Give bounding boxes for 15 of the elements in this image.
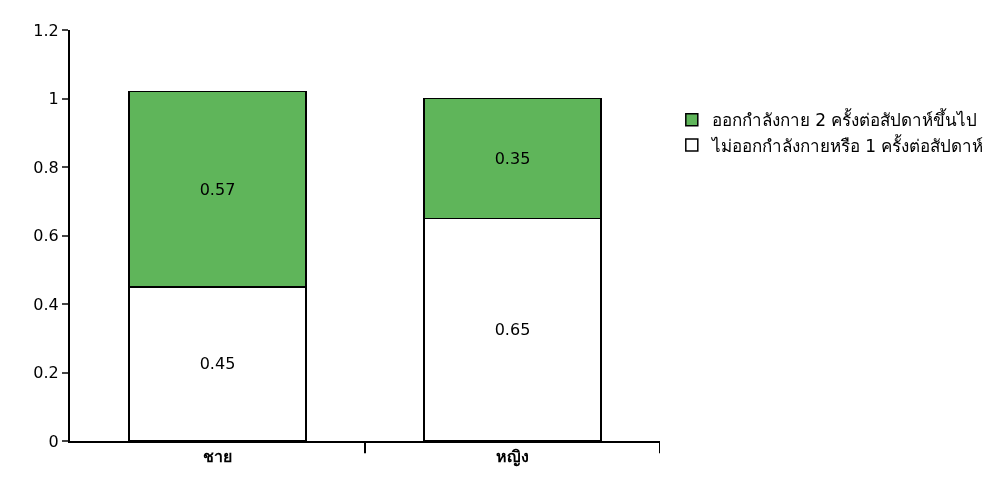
y-tick-label: 1.2 [33,20,59,40]
y-tick-label: 0.8 [33,157,59,177]
data-label: 0.45 [199,354,236,374]
data-label: 0.57 [199,179,236,199]
legend-label: ไม่ออกกำลังกายหรือ 1 ครั้งต่อสัปดาห์ [709,133,984,156]
data-label: 0.35 [494,148,531,168]
x-tick-label: หญิง [496,447,529,468]
y-tick-label: 0.4 [33,294,59,314]
data-label: 0.65 [494,320,531,340]
legend-label: ออกกำลังกาย 2 ครั้งต่อสัปดาห์ขึ้นไป [711,108,978,131]
y-tick-label: 1 [48,89,59,109]
x-tick-label: ชาย [203,447,232,467]
y-tick-label: 0.2 [33,363,59,383]
y-tick-label: 0 [48,431,59,451]
y-tick-label: 0.6 [33,226,59,246]
